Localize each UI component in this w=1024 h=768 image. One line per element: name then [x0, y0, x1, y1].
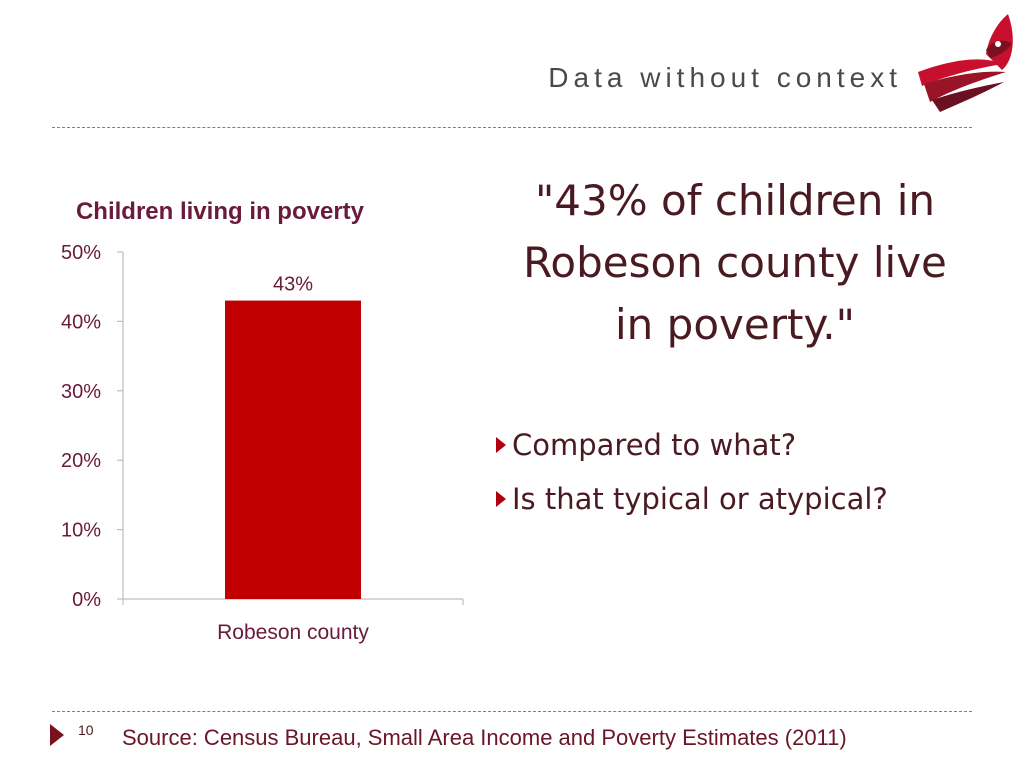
bar-chart: Children living in poverty 0% 10% 20% 30% 40…: [61, 198, 464, 644]
bullet-text: Compared to what?: [512, 428, 797, 462]
slide-title: Data without context: [548, 62, 902, 93]
bullet-arrow-icon: [496, 437, 506, 453]
cardinal-logo-icon: [918, 14, 1013, 112]
y-tick-label: 30%: [61, 381, 101, 403]
quote-text: "43% of children in Robeson county live …: [523, 176, 947, 349]
data-label: 43%: [273, 274, 313, 296]
bullet-item: Is that typical or atypical?: [496, 472, 888, 526]
y-tick-label: 50%: [61, 242, 101, 264]
source-citation: Source: Census Bureau, Small Area Income…: [122, 725, 847, 750]
bullet-arrow-icon: [496, 491, 506, 507]
y-tick-label: 20%: [61, 450, 101, 472]
x-category-label: Robeson county: [217, 621, 369, 644]
footer-arrow-icon: [50, 724, 64, 746]
bullet-list: Compared to what? Is that typical or aty…: [496, 418, 888, 526]
y-tick-label: 0%: [72, 589, 101, 611]
footer-divider: [52, 711, 972, 712]
bullet-text: Is that typical or atypical?: [512, 482, 888, 516]
y-tick-label: 10%: [61, 520, 101, 542]
bar: [225, 300, 361, 599]
header-divider: [52, 127, 972, 128]
page-number: 10: [78, 722, 94, 738]
bullet-item: Compared to what?: [496, 418, 888, 472]
y-tick-label: 40%: [61, 311, 101, 333]
chart-title: Children living in poverty: [76, 198, 365, 225]
